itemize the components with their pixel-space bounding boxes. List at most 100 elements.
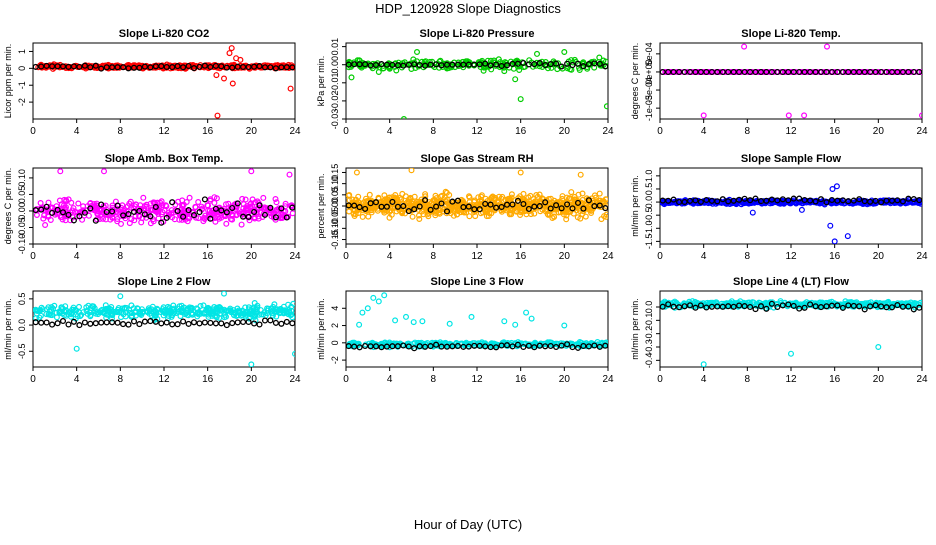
median-point xyxy=(828,196,835,204)
median-point xyxy=(564,341,571,348)
data-point xyxy=(363,195,370,202)
median-point xyxy=(861,198,868,205)
data-point xyxy=(542,58,549,65)
median-point xyxy=(76,322,83,329)
y-tick-label: 0 xyxy=(330,340,340,345)
outlier-point xyxy=(446,320,453,327)
median-point xyxy=(267,204,274,211)
points-group xyxy=(660,298,922,367)
data-point xyxy=(269,312,276,319)
median-point xyxy=(256,63,263,70)
median-point xyxy=(730,197,737,204)
data-point xyxy=(281,309,288,316)
median-point xyxy=(174,63,181,70)
x-tick-label: 8 xyxy=(118,374,124,385)
outlier-point xyxy=(517,96,524,103)
median-point xyxy=(87,320,94,327)
median-point xyxy=(878,199,885,206)
x-tick-label: 0 xyxy=(657,374,663,385)
y-axis-label: degrees C per min. xyxy=(630,43,640,120)
data-point xyxy=(488,341,495,348)
panel-0: Slope Li-820 CO2 Licor ppm per min. 0 4 8 12 1… xyxy=(3,28,301,137)
median-point xyxy=(201,62,208,69)
outlier-point xyxy=(596,54,603,61)
median-point xyxy=(272,65,279,72)
panel-title: Slope Line 4 (LT) Flow xyxy=(733,276,849,288)
median-point xyxy=(416,203,423,210)
data-point xyxy=(686,298,693,305)
data-point xyxy=(195,199,202,206)
median-point xyxy=(152,203,159,211)
outlier-point xyxy=(831,238,838,244)
median-point xyxy=(861,306,868,313)
median-point xyxy=(910,68,917,76)
median-point xyxy=(564,60,571,67)
median-point xyxy=(65,211,72,218)
median-point xyxy=(834,197,841,204)
data-point xyxy=(273,199,280,206)
median-point xyxy=(49,321,56,328)
data-point xyxy=(111,308,118,315)
data-point xyxy=(408,200,415,207)
data-point xyxy=(178,305,185,312)
median-point xyxy=(449,343,456,350)
median-point xyxy=(49,63,56,70)
median-point xyxy=(872,197,879,204)
y-tick-label: -1.0 xyxy=(644,221,654,237)
data-point xyxy=(799,68,806,75)
median-point xyxy=(747,303,754,311)
median-point xyxy=(916,68,922,76)
data-point xyxy=(94,210,101,217)
x-tick-label: 4 xyxy=(74,251,80,262)
data-point xyxy=(684,68,691,75)
y-tick-label: 0 xyxy=(17,66,27,71)
median-point xyxy=(531,203,538,210)
data-point xyxy=(120,311,127,318)
median-point xyxy=(278,320,285,327)
median-point xyxy=(283,318,290,325)
x-tick-label: 24 xyxy=(916,126,928,137)
median-point xyxy=(719,196,726,203)
median-point xyxy=(207,63,214,71)
median-point xyxy=(910,196,917,203)
data-point xyxy=(559,208,566,215)
median-point xyxy=(487,62,494,69)
data-point xyxy=(842,298,849,305)
median-point xyxy=(503,201,511,208)
median-point xyxy=(580,342,587,350)
data-point xyxy=(453,340,460,347)
data-point xyxy=(399,210,406,217)
outlier-point xyxy=(359,309,366,316)
data-point xyxy=(442,188,449,195)
median-point xyxy=(536,60,543,67)
median-point xyxy=(531,61,538,68)
data-point xyxy=(147,220,154,227)
median-point xyxy=(400,62,407,69)
x-tick-label: 24 xyxy=(289,126,301,137)
data-point xyxy=(378,341,385,348)
data-point xyxy=(257,307,264,314)
y-tick-label: 5e-04 xyxy=(644,42,654,65)
y-tick-label: 0.0 xyxy=(17,319,27,332)
median-point xyxy=(476,206,483,213)
median-point xyxy=(703,68,710,76)
median-point xyxy=(289,64,295,71)
median-point xyxy=(482,60,489,67)
median-point xyxy=(536,342,543,349)
data-point xyxy=(768,200,775,207)
median-point xyxy=(768,68,775,76)
median-point xyxy=(422,343,429,350)
y-axis-label: Licor ppm per min. xyxy=(3,44,13,119)
data-point xyxy=(225,200,232,207)
data-point xyxy=(598,216,605,223)
data-point xyxy=(533,192,540,199)
data-point xyxy=(539,195,546,202)
median-point xyxy=(59,63,67,70)
median-point xyxy=(520,200,527,208)
outlier-point xyxy=(100,168,107,175)
median-point xyxy=(174,321,181,328)
median-point xyxy=(774,197,781,204)
data-point xyxy=(192,204,199,211)
median-point xyxy=(422,197,429,204)
median-point xyxy=(130,318,138,325)
